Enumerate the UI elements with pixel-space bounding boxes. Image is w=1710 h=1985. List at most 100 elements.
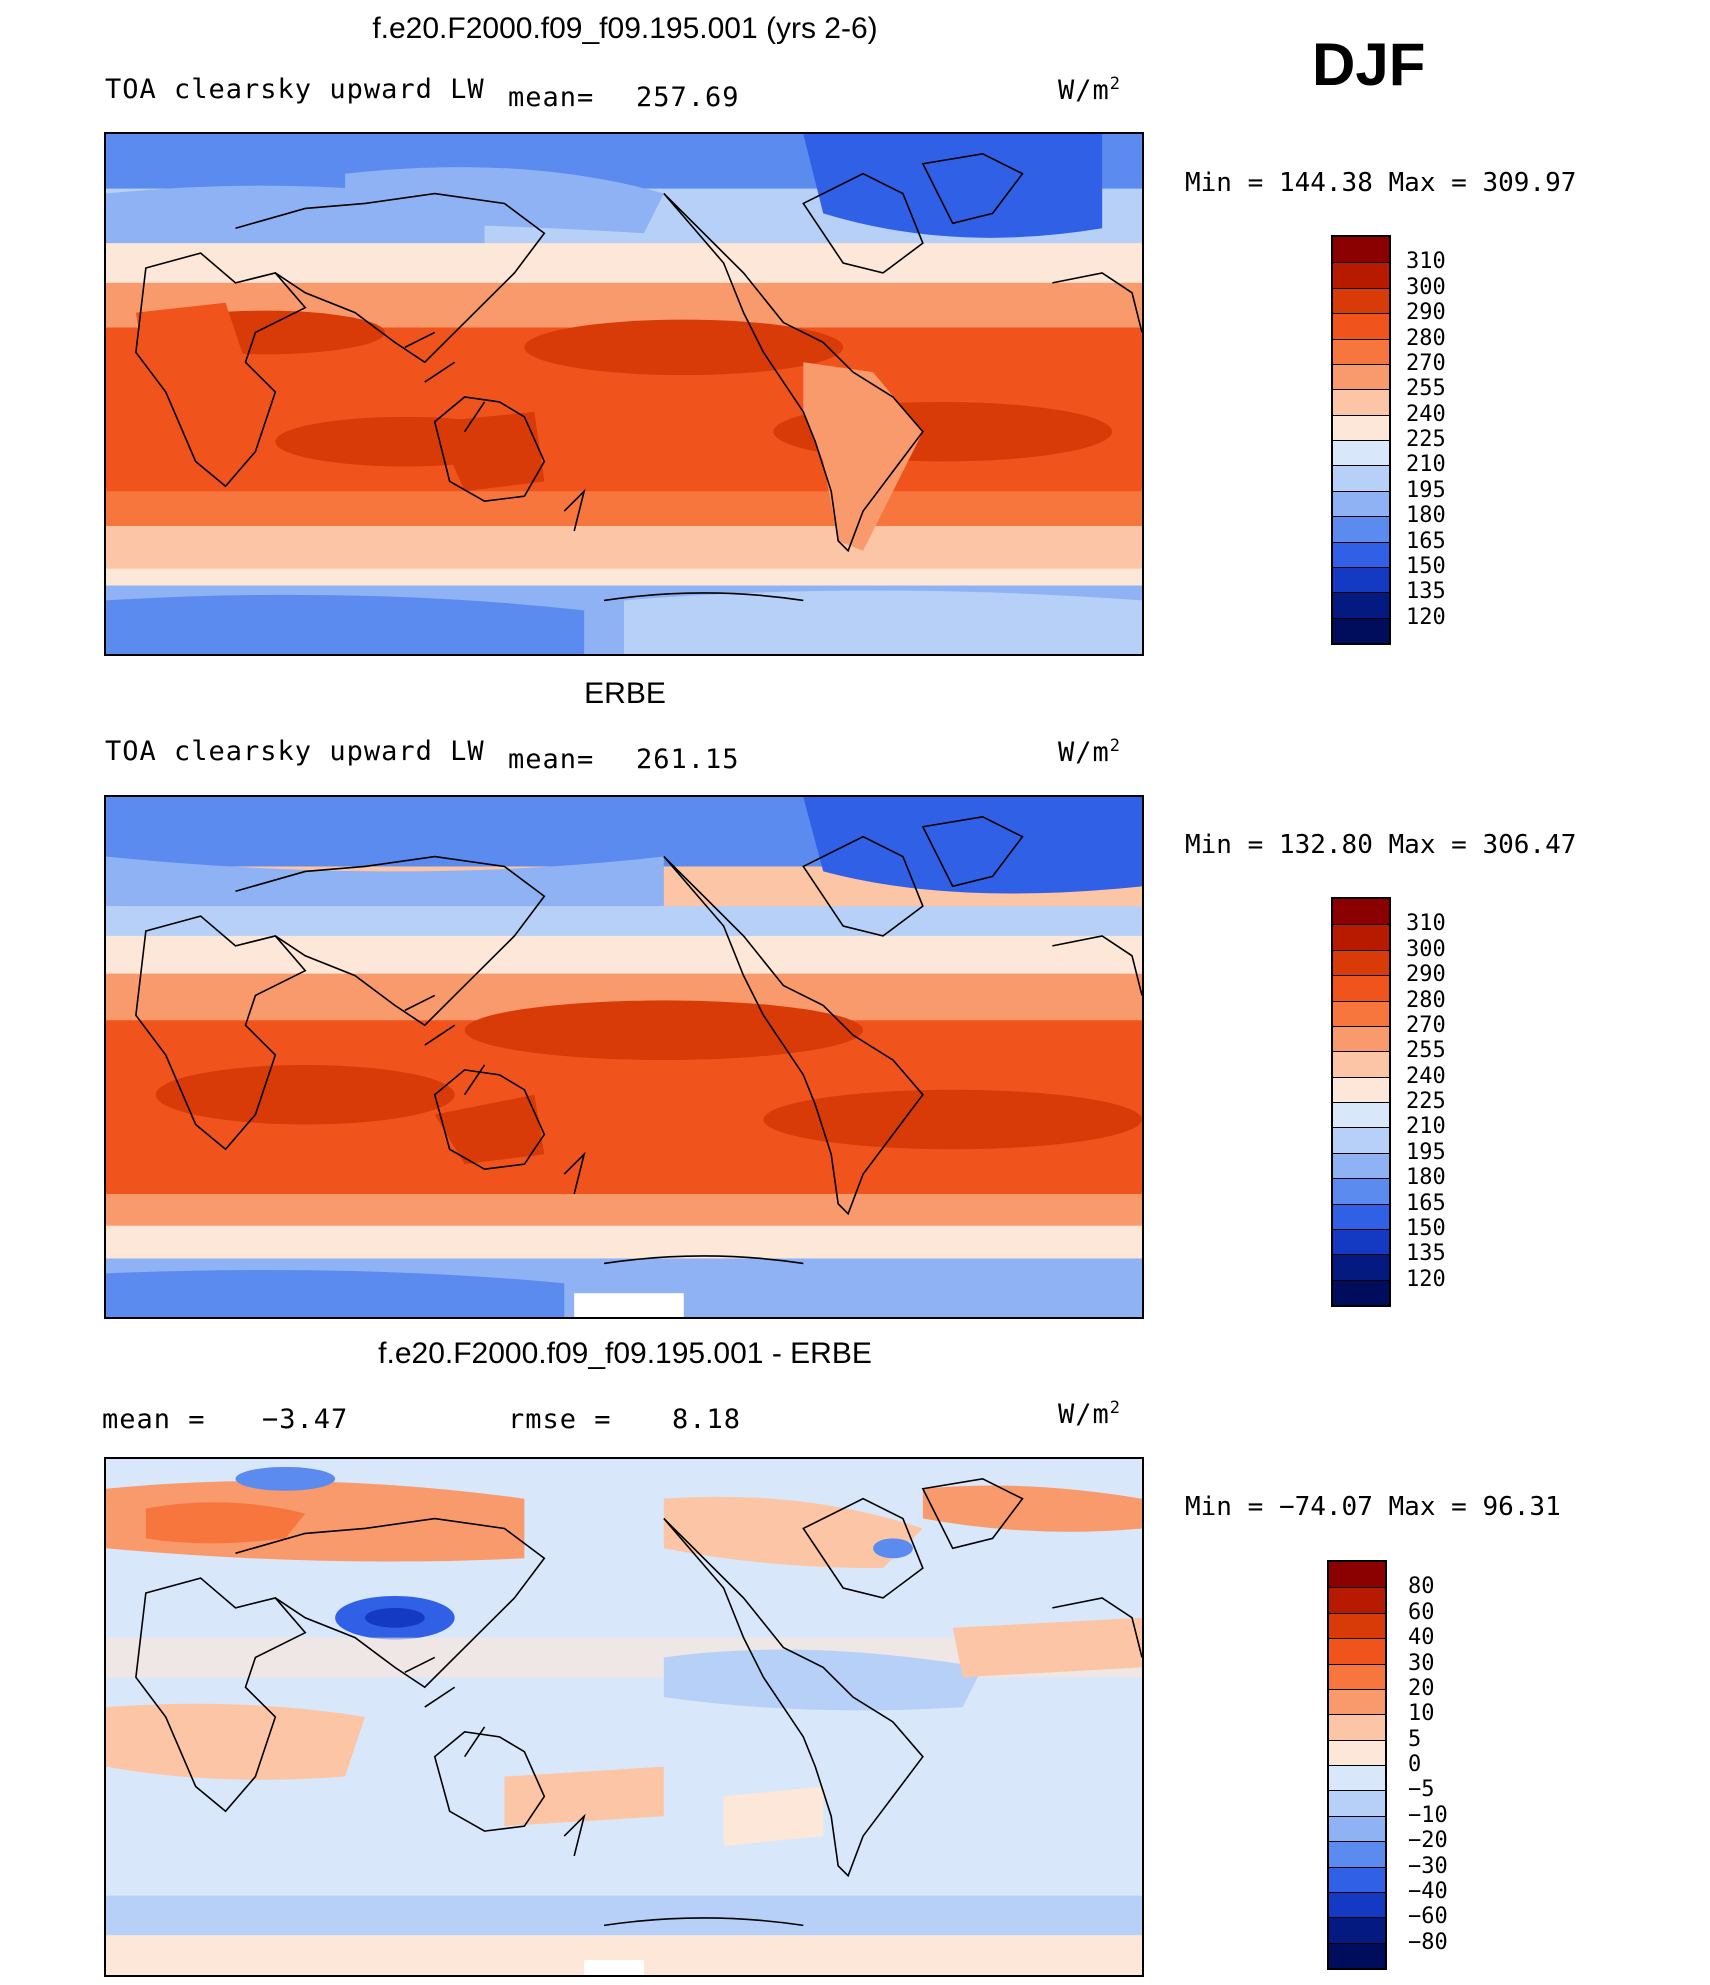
- units-superscript: 2: [1109, 736, 1122, 756]
- colorbar-tick-label: 290: [1406, 962, 1446, 988]
- colorbar-tick-label: 210: [1406, 452, 1446, 478]
- colorbar-tick-label: 120: [1406, 604, 1446, 630]
- panel1-max-value: 309.97: [1482, 168, 1577, 198]
- panel3-max-value: 96.31: [1482, 1492, 1561, 1522]
- colorbar-tick-label: 40: [1408, 1625, 1435, 1651]
- panel3-max-label: Max: [1388, 1492, 1436, 1522]
- colorbar-box: [1329, 1562, 1385, 1588]
- colorbar-box: [1333, 237, 1389, 263]
- colorbar-tick-label: 80: [1408, 1574, 1435, 1600]
- colorbar-box: [1329, 1790, 1385, 1816]
- colorbar-box: [1333, 389, 1389, 415]
- colorbar-tick-label: 195: [1406, 1139, 1446, 1165]
- colorbar-tick-label: 165: [1406, 528, 1446, 554]
- panel3-min-value: −74.07: [1278, 1492, 1373, 1522]
- colorbar-tick-label: 300: [1406, 936, 1446, 962]
- colorbar-box: [1329, 1612, 1385, 1639]
- panel3-min-label: Min: [1185, 1492, 1232, 1522]
- units-text: W/m: [1058, 1399, 1110, 1430]
- panel3-mean-value: −3.47: [262, 1404, 349, 1435]
- colorbar-tick-label: 240: [1406, 401, 1446, 427]
- units-superscript: 2: [1109, 74, 1122, 94]
- colorbar-tick-label: 280: [1406, 987, 1446, 1013]
- colorbar-box: [1333, 1178, 1389, 1204]
- colorbar-box: [1329, 1765, 1385, 1791]
- panel1-field: [106, 134, 1142, 654]
- colorbar-box: [1333, 899, 1389, 925]
- panel3-min-max: Min = −74.07 Max = 96.31: [1185, 1492, 1561, 1522]
- colorbar-tick-label: 310: [1406, 249, 1446, 275]
- panel3-units: W/m2: [1058, 1398, 1121, 1430]
- panel2-max-label: Max: [1388, 830, 1436, 860]
- colorbar-box: [1333, 313, 1389, 339]
- panel2-title: ERBE: [584, 677, 666, 710]
- colorbar-tick-label: 150: [1406, 1215, 1446, 1241]
- colorbar-tick-label: 180: [1406, 1165, 1446, 1191]
- colorbar-box: [1333, 338, 1389, 364]
- colorbar-box: [1333, 414, 1389, 440]
- colorbar-box: [1329, 1917, 1385, 1943]
- panel1-min-value: 144.38: [1278, 168, 1373, 198]
- colorbar-tick-label: 180: [1406, 503, 1446, 529]
- colorbar-tick-label: 280: [1406, 325, 1446, 351]
- colorbar-tick-label: −30: [1408, 1853, 1448, 1879]
- panel1-mean-label: mean=: [508, 82, 595, 113]
- colorbar-tick-label: −20: [1408, 1828, 1448, 1854]
- colorbar-box: [1329, 1714, 1385, 1740]
- colorbar-box: [1333, 949, 1389, 976]
- colorbar-tick-label: 20: [1408, 1675, 1435, 1701]
- colorbar-tick-label: 225: [1406, 1089, 1446, 1114]
- colorbar-box: [1333, 566, 1389, 593]
- colorbar-box: [1333, 1127, 1389, 1153]
- colorbar-box: [1333, 1279, 1389, 1305]
- colorbar-box: [1329, 1942, 1385, 1968]
- panel3-rmse-label: rmse =: [508, 1404, 612, 1435]
- colorbar-tick-label: 195: [1406, 477, 1446, 503]
- panel1-variable: TOA clearsky upward LW: [105, 74, 485, 105]
- colorbar-box: [1329, 1739, 1385, 1765]
- colorbar-box: [1333, 1254, 1389, 1280]
- panel2-min-label: Min: [1185, 830, 1232, 860]
- colorbar-box: [1333, 1203, 1389, 1229]
- panel2-map: [104, 795, 1144, 1319]
- colorbar-box: [1333, 1051, 1389, 1077]
- colorbar-box: [1333, 1102, 1389, 1128]
- panel1-map: [104, 132, 1144, 656]
- colorbar-box: [1329, 1587, 1385, 1613]
- panel3-title: f.e20.F2000.f09_f09.195.001 - ERBE: [378, 1337, 872, 1370]
- colorbar-tick-label: 0: [1408, 1752, 1422, 1777]
- colorbar-tick-label: −80: [1408, 1929, 1448, 1955]
- colorbar-tick-label: 300: [1406, 274, 1446, 300]
- panel3-field: [106, 1459, 1142, 1975]
- panel2-min-max: Min = 132.80 Max = 306.47: [1185, 830, 1577, 860]
- colorbar-tick-label: 30: [1408, 1650, 1435, 1676]
- units-text: W/m: [1058, 75, 1110, 106]
- colorbar-box: [1333, 465, 1389, 491]
- panel2-mean-value: 261.15: [636, 744, 740, 775]
- colorbar-box: [1333, 617, 1389, 643]
- panel1-title: f.e20.F2000.f09_f09.195.001 (yrs 2-6): [372, 12, 878, 45]
- colorbar-tick-label: −60: [1408, 1904, 1448, 1930]
- colorbar-tick-label: 5: [1408, 1726, 1422, 1752]
- panel1-mean-value: 257.69: [636, 82, 740, 113]
- colorbar-tick-label: 240: [1406, 1063, 1446, 1089]
- panel3-colorbar: [1327, 1560, 1387, 1970]
- colorbar-box: [1333, 975, 1389, 1001]
- panel2-mean-label: mean=: [508, 744, 595, 775]
- panel2-field: [106, 797, 1142, 1317]
- panel1-colorbar: [1331, 235, 1391, 645]
- colorbar-tick-label: 270: [1406, 1012, 1446, 1038]
- panel2-min-value: 132.80: [1278, 830, 1373, 860]
- colorbar-tick-label: 135: [1406, 1241, 1446, 1267]
- colorbar-box: [1333, 1152, 1389, 1179]
- colorbar-box: [1333, 1076, 1389, 1102]
- colorbar-tick-label: −10: [1408, 1802, 1448, 1828]
- panel1-min-label: Min: [1185, 168, 1232, 198]
- colorbar-tick-label: 60: [1408, 1599, 1435, 1625]
- colorbar-box: [1333, 490, 1389, 517]
- colorbar-box: [1329, 1891, 1385, 1918]
- colorbar-box: [1333, 592, 1389, 618]
- colorbar-box: [1333, 363, 1389, 390]
- colorbar-tick-label: 150: [1406, 553, 1446, 579]
- colorbar-tick-label: 310: [1406, 911, 1446, 937]
